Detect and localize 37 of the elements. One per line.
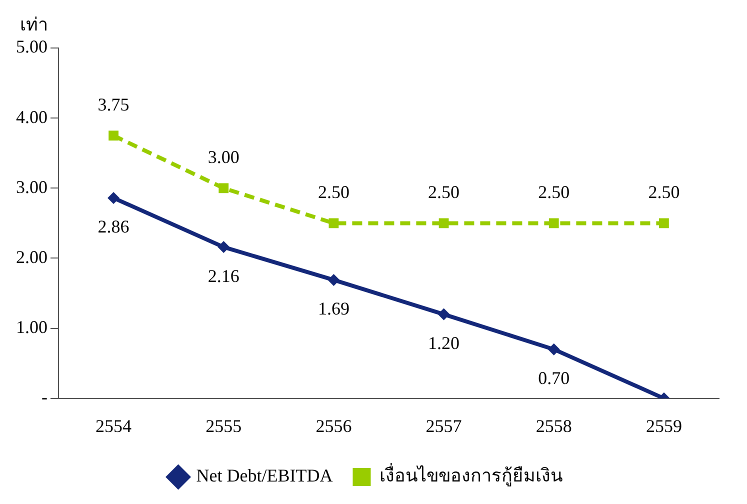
x-tick-label: 2554 [96, 416, 132, 436]
data-label: 2.50 [648, 182, 680, 202]
data-label: 0.70 [538, 368, 570, 388]
x-tick-label: 2558 [536, 416, 572, 436]
x-tick-label: 2557 [426, 416, 462, 436]
legend-label: Net Debt/EBITDA [196, 466, 333, 486]
data-label: 1.69 [318, 298, 350, 319]
data-label: 3.75 [98, 94, 130, 114]
data-label: 3.00 [208, 146, 240, 167]
data-label: 2.50 [318, 182, 350, 202]
data-label: 2.50 [428, 182, 460, 202]
point [108, 192, 120, 204]
x-tick-label: 2555 [206, 416, 242, 436]
y-tick-label: 5.00 [16, 36, 48, 57]
point [218, 241, 230, 254]
point [328, 274, 340, 286]
y-tick-label: 2.00 [16, 246, 48, 267]
point [328, 218, 339, 228]
data-label: 2.86 [98, 216, 130, 237]
legend-label: เงื่อนไขของการกู้ยืมเงิน [380, 462, 563, 487]
point [108, 130, 118, 141]
x-tick-label: 2559 [646, 416, 682, 436]
data-label: 2.50 [538, 182, 570, 202]
x-tick-label: 2556 [316, 416, 352, 436]
y-tick-label: 4.00 [16, 106, 48, 127]
point [438, 308, 450, 320]
point [548, 218, 559, 228]
y-axis-title: เท่า [20, 14, 48, 35]
data-label: 2.16 [208, 266, 240, 286]
y-tick-label: 1.00 [16, 317, 48, 338]
y-tick-label: - [42, 387, 48, 408]
point [438, 218, 449, 228]
point [659, 218, 669, 228]
y-tick-label: 3.00 [16, 176, 48, 197]
point [548, 343, 560, 356]
data-label: 1.20 [428, 333, 460, 354]
point [218, 183, 229, 194]
